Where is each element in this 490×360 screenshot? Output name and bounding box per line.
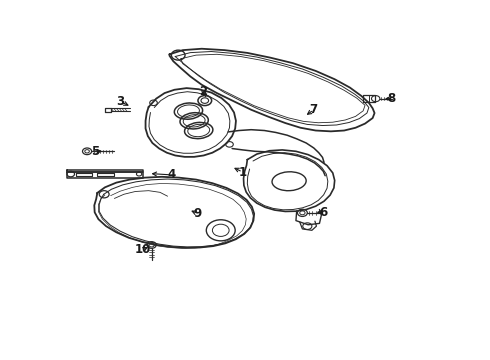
Text: 3: 3 [116,95,124,108]
Text: 10: 10 [135,243,151,256]
Text: 9: 9 [194,207,202,220]
Text: 6: 6 [319,206,327,219]
Text: 4: 4 [167,168,175,181]
Text: 2: 2 [199,85,208,98]
Text: 7: 7 [310,103,318,116]
Text: 5: 5 [91,145,99,158]
Text: 1: 1 [239,166,247,179]
Text: 8: 8 [388,92,396,105]
